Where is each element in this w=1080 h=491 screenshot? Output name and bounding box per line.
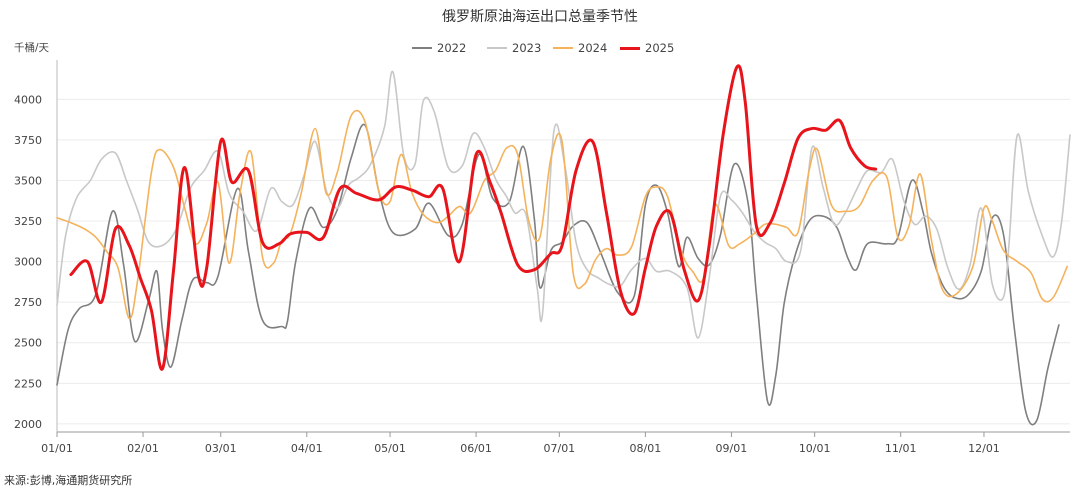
legend-swatch-2022 xyxy=(412,47,432,49)
y-tick-label: 3750 xyxy=(14,134,42,147)
legend-swatch-2024 xyxy=(553,47,573,49)
x-tick-label: 06/01 xyxy=(460,442,492,455)
y-tick-label: 3500 xyxy=(14,174,42,187)
legend-swatch-2025 xyxy=(620,46,640,50)
series-line-2025 xyxy=(69,64,878,371)
y-tick-label: 4000 xyxy=(14,93,42,106)
series-line-2023 xyxy=(56,70,1071,339)
x-tick-label: 08/01 xyxy=(630,442,662,455)
x-tick-label: 01/01 xyxy=(41,442,73,455)
x-tick-label: 03/01 xyxy=(205,442,237,455)
x-tick-label: 04/01 xyxy=(291,442,323,455)
y-axis-unit-label: 千桶/天 xyxy=(14,42,50,54)
legend-item-2023: 2023 xyxy=(487,38,541,58)
y-tick-label: 2250 xyxy=(14,377,42,390)
legend-label-2023: 2023 xyxy=(512,41,542,55)
y-tick-label: 3000 xyxy=(14,256,42,269)
chart-legend: 2022 2023 2024 2025 xyxy=(0,38,1080,58)
x-tick-label: 07/01 xyxy=(543,442,575,455)
x-tick-label: 12/01 xyxy=(968,442,1000,455)
legend-item-2022: 2022 xyxy=(412,38,466,58)
legend-item-2024: 2024 xyxy=(553,38,607,58)
legend-label-2025: 2025 xyxy=(645,41,675,55)
x-tick-label: 09/01 xyxy=(716,442,748,455)
y-tick-label: 2750 xyxy=(14,296,42,309)
x-tick-label: 02/01 xyxy=(127,442,159,455)
x-tick-label: 05/01 xyxy=(374,442,406,455)
x-tick-label: 10/01 xyxy=(799,442,831,455)
legend-item-2025: 2025 xyxy=(620,38,674,58)
chart-title: 俄罗斯原油海运出口总量季节性 xyxy=(442,9,638,25)
series-line-2024 xyxy=(56,109,1068,320)
y-tick-label: 3250 xyxy=(14,215,42,228)
series-line-2022 xyxy=(56,123,1060,426)
legend-swatch-2023 xyxy=(487,47,507,49)
y-tick-label: 2500 xyxy=(14,337,42,350)
x-tick-label: 11/01 xyxy=(885,442,917,455)
source-note: 来源:彭博,海通期货研究所 xyxy=(4,474,133,487)
legend-label-2024: 2024 xyxy=(578,41,608,55)
y-tick-label: 2000 xyxy=(14,418,42,431)
legend-label-2022: 2022 xyxy=(437,41,467,55)
